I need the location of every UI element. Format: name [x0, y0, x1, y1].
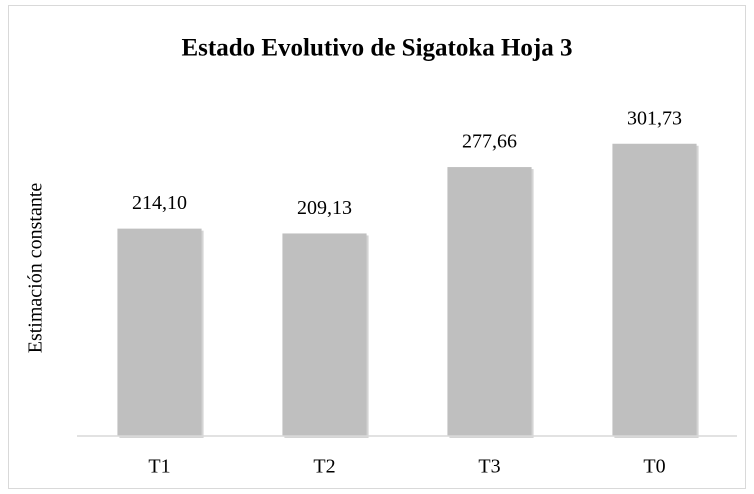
chart-title: Estado Evolutivo de Sigatoka Hoja 3 — [181, 35, 572, 62]
x-tick-label: T2 — [313, 456, 335, 478]
bar — [282, 233, 367, 436]
x-tick-label: T3 — [478, 456, 500, 478]
value-label: 301,73 — [627, 107, 682, 129]
x-tick-label: T0 — [643, 456, 665, 478]
value-label: 277,66 — [462, 131, 517, 153]
value-label: 209,13 — [297, 197, 352, 219]
bar — [612, 143, 697, 437]
x-tick-label: T1 — [148, 456, 170, 478]
value-label: 214,10 — [132, 192, 187, 214]
bar — [117, 228, 202, 436]
bar — [447, 167, 532, 436]
y-axis-label: Estimación constante — [25, 183, 47, 354]
